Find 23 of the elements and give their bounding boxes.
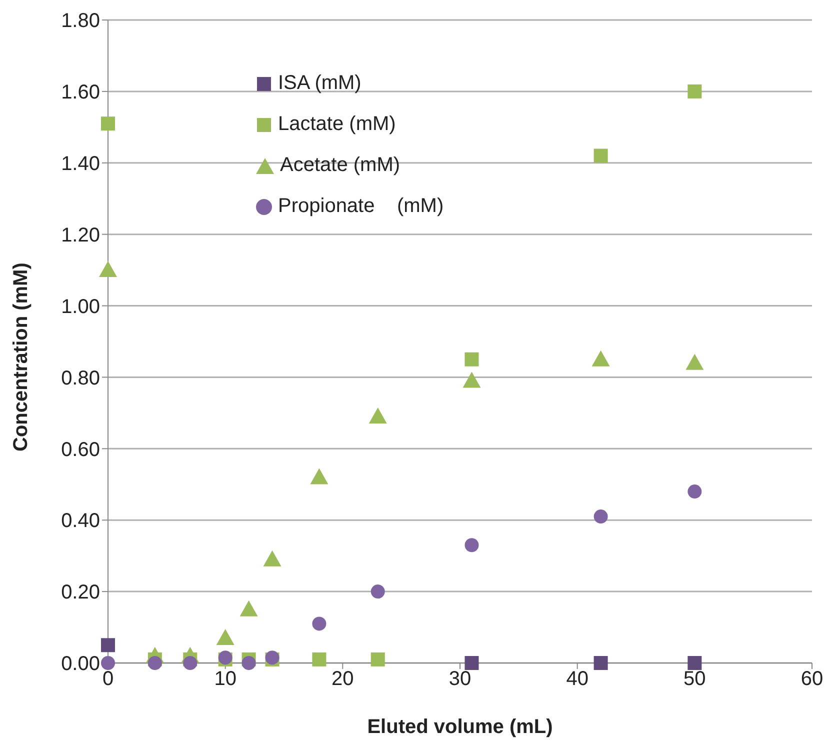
y-tick-label: 1.60 xyxy=(61,82,100,104)
x-tick-label: 10 xyxy=(214,668,236,690)
legend-label: Acetate (mM) xyxy=(280,153,400,178)
legend-label: ISA (mM) xyxy=(278,71,362,96)
y-tick-label: 1.80 xyxy=(61,10,100,32)
x-tick-label: 30 xyxy=(448,668,472,690)
y-tick-label: 0.60 xyxy=(61,438,100,461)
y-tick-label: 1.20 xyxy=(61,224,100,246)
x-axis-title: Eluted volume (mL) xyxy=(367,716,553,738)
x-tick-label: 20 xyxy=(332,668,354,690)
x-tick-label: 50 xyxy=(684,668,706,690)
y-tick-label: 0.40 xyxy=(61,510,100,532)
legend-label: Propionate (mM) xyxy=(278,194,444,219)
y-tick-label: 1.00 xyxy=(61,296,100,318)
y-tick-label: 1.40 xyxy=(61,152,100,175)
legend-label: Lactate (mM) xyxy=(278,112,396,137)
y-axis-title: Concentration (mM) xyxy=(10,262,32,452)
x-tick-label: 0 xyxy=(102,668,114,690)
x-tick-label: 40 xyxy=(566,668,588,690)
y-tick-label: 0.00 xyxy=(61,653,100,676)
x-tick-label: 60 xyxy=(800,668,824,690)
y-tick-label: 0.80 xyxy=(61,367,100,390)
y-tick-label: 0.20 xyxy=(61,582,100,604)
